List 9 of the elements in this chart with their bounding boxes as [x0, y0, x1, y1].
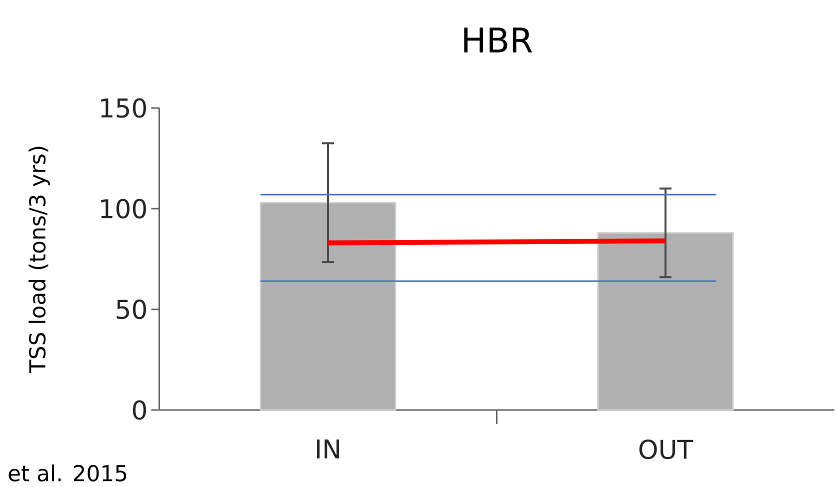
- y-axis-title: TSS load (tons/3 yrs): [28, 146, 50, 374]
- y-tick-label: 100: [101, 198, 146, 218]
- y-tick-label: 0: [132, 400, 146, 420]
- y-tick-label: 150: [101, 98, 146, 118]
- y-tick-label: 50: [116, 300, 146, 320]
- text: et al. 2015: [8, 464, 126, 482]
- x-tick-label: OUT: [639, 440, 694, 460]
- x-tick-label: IN: [317, 440, 339, 458]
- chart-title: HBR: [464, 28, 532, 52]
